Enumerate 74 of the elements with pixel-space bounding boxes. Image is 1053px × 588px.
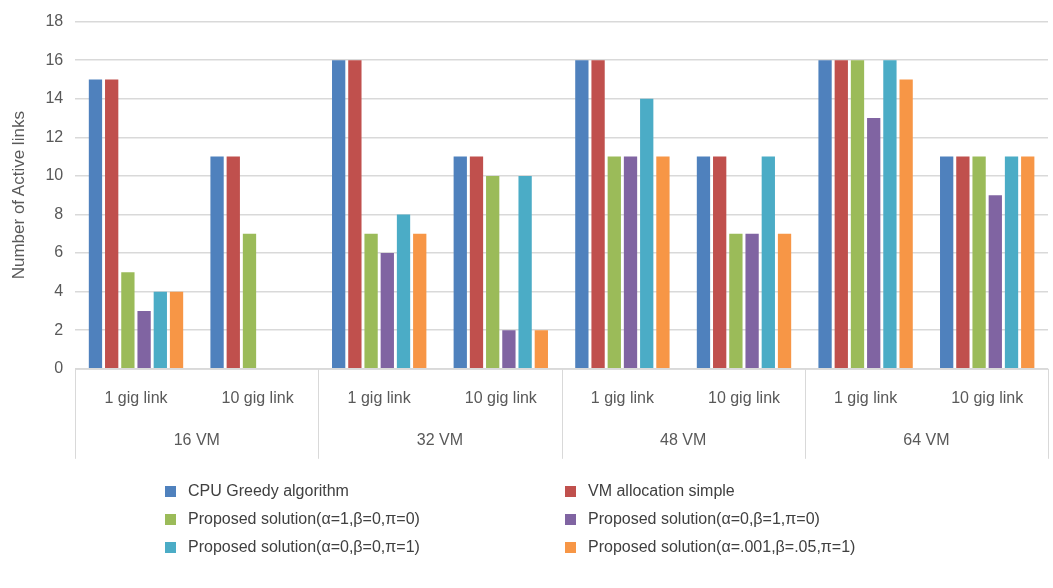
bar: [137, 310, 151, 369]
bar: [956, 156, 970, 369]
bar: [640, 98, 654, 369]
y-tick-label: 14: [45, 89, 64, 107]
bar: [226, 156, 240, 369]
x-tick-label: 10 gig link: [951, 388, 1025, 406]
bar: [761, 156, 775, 369]
bar: [121, 272, 135, 369]
legend-label: CPU Greedy algorithm: [188, 482, 349, 500]
bar: [348, 60, 362, 369]
legend-label: VM allocation simple: [588, 482, 735, 500]
bar: [883, 60, 897, 369]
x-tick-label: 1 gig link: [834, 388, 899, 406]
bar: [575, 60, 589, 369]
bar: [713, 156, 727, 369]
y-tick-label: 10: [45, 166, 64, 184]
x-tick-label: 10 gig link: [464, 388, 538, 406]
bar: [656, 156, 670, 369]
bar: [453, 156, 467, 369]
bar: [502, 330, 516, 369]
bar: [169, 291, 184, 369]
bar: [607, 156, 621, 369]
bar: [210, 156, 224, 369]
bar: [850, 60, 865, 369]
bar: [534, 330, 548, 369]
bar: [518, 175, 532, 369]
bar: [469, 156, 484, 369]
x-tick-label: 1 gig link: [104, 388, 169, 406]
bar: [591, 60, 605, 369]
y-tick-label: 0: [54, 359, 64, 377]
legend-label: Proposed solution(α=0,β=1,π=0): [588, 510, 820, 528]
bar: [818, 60, 832, 369]
bar: [332, 60, 346, 369]
text: 64 VM: [903, 431, 950, 449]
legend-label: Proposed solution(α=1,β=0,π=0): [188, 510, 420, 528]
x-tick-label: 1 gig link: [590, 388, 655, 406]
text: 32 VM: [416, 431, 464, 449]
text: 16 VM: [173, 431, 220, 449]
bar: [396, 214, 411, 369]
bar: [153, 291, 167, 369]
bar: [1004, 156, 1019, 369]
bar: [729, 233, 743, 369]
bar: [623, 156, 638, 369]
bar: [940, 156, 954, 369]
bar: [745, 233, 759, 369]
bar: [972, 156, 986, 369]
bar: [834, 60, 848, 369]
bar: [777, 233, 792, 369]
y-tick-label: 18: [45, 12, 64, 30]
y-axis-title: Number of Active links: [8, 111, 28, 280]
bar: [413, 233, 427, 369]
legend-label: Proposed solution(α=0,β=0,π=1): [188, 538, 420, 556]
bar: [88, 79, 103, 369]
y-tick-label: 8: [54, 204, 64, 222]
y-tick-label: 6: [54, 243, 64, 261]
y-tick-label: 2: [54, 320, 64, 338]
bar: [486, 175, 500, 369]
x-tick-label: 10 gig link: [221, 388, 295, 406]
bar: [899, 79, 913, 369]
bar: [696, 156, 711, 369]
x-tick-label: 1 gig link: [347, 388, 412, 406]
y-tick-label: 12: [45, 127, 64, 145]
bar: [242, 233, 257, 369]
bar: [1021, 156, 1035, 369]
bar: [364, 233, 378, 369]
bar: [867, 118, 881, 369]
bar: [988, 195, 1002, 369]
x-tick-label: 10 gig link: [707, 388, 782, 406]
y-tick-label: 16: [45, 50, 64, 68]
bar: [380, 253, 394, 369]
y-tick-label: 4: [54, 282, 64, 300]
bar: [105, 79, 119, 369]
legend-label: Proposed solution(α=.001,β=.05,π=1): [588, 538, 856, 556]
text: 48 VM: [660, 431, 707, 449]
